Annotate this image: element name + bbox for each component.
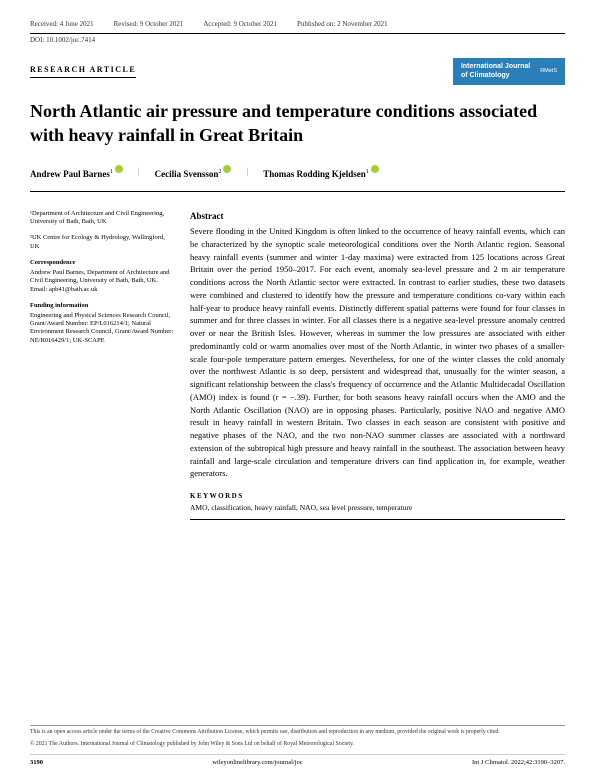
accepted-date: Accepted: 9 October 2021 [203, 20, 277, 30]
license-text: This is an open access article under the… [30, 725, 565, 737]
orcid-icon [371, 165, 379, 173]
affiliation-2: ²UK Centre for Ecology & Hydrology, Wall… [30, 234, 175, 251]
author-separator: | [138, 165, 140, 181]
orcid-icon [115, 165, 123, 173]
author-separator: | [246, 165, 248, 181]
orcid-icon [223, 165, 231, 173]
society-badge: RMetS [540, 68, 557, 76]
article-type-row: RESEARCH ARTICLE International Journal o… [30, 58, 565, 86]
funding-head: Funding information [30, 302, 175, 310]
correspondence-text: Andrew Paul Barnes, Department of Archit… [30, 269, 175, 286]
keywords-text: AMO, classification, heavy rainfall, NAO… [190, 503, 565, 521]
funding-block: Funding information Engineering and Phys… [30, 302, 175, 345]
affiliation-1: ¹Department of Architecture and Civil En… [30, 210, 175, 227]
author-1: Andrew Paul Barnes1 [30, 165, 123, 181]
correspondence-block: Correspondence Andrew Paul Barnes, Depar… [30, 259, 175, 294]
abstract-column: Abstract Severe flooding in the United K… [190, 210, 565, 521]
correspondence-head: Correspondence [30, 259, 175, 267]
abstract-head: Abstract [190, 210, 565, 223]
page-number: 3190 [30, 758, 43, 767]
journal-badge: International Journal of Climatology RMe… [453, 58, 565, 86]
author-3: Thomas Rodding Kjeldsen1 [263, 165, 379, 181]
journal-name-line1: International Journal [461, 62, 530, 72]
author-2: Cecilia Svensson2 [155, 165, 232, 181]
page-footer: This is an open access article under the… [30, 725, 565, 767]
journal-name-line2: of Climatology [461, 71, 530, 81]
funding-text: Engineering and Physical Sciences Resear… [30, 312, 175, 346]
correspondence-email: Email: apb41@bath.ac.uk [30, 286, 175, 294]
sidebar-metadata: ¹Department of Architecture and Civil En… [30, 210, 175, 521]
journal-url: wileyonlinelibrary.com/journal/joc [212, 758, 302, 767]
received-date: Received: 4 June 2021 [30, 20, 94, 30]
main-content: ¹Department of Architecture and Civil En… [30, 210, 565, 521]
citation: Int J Climatol. 2022;42:3190–3207. [472, 758, 565, 767]
footer-bottom-row: 3190 wileyonlinelibrary.com/journal/joc … [30, 754, 565, 767]
copyright-text: © 2021 The Authors. International Journa… [30, 740, 565, 748]
article-type-label: RESEARCH ARTICLE [30, 64, 136, 78]
revised-date: Revised: 9 October 2021 [114, 20, 184, 30]
keywords-head: KEYWORDS [190, 492, 565, 502]
author-list: Andrew Paul Barnes1 | Cecilia Svensson2 … [30, 165, 565, 192]
doi: DOI: 10.1002/joc.7414 [30, 36, 565, 46]
abstract-text: Severe flooding in the United Kingdom is… [190, 225, 565, 480]
article-title: North Atlantic air pressure and temperat… [30, 100, 565, 147]
article-history: Received: 4 June 2021 Revised: 9 October… [30, 20, 565, 34]
published-date: Published on: 2 November 2021 [297, 20, 388, 30]
